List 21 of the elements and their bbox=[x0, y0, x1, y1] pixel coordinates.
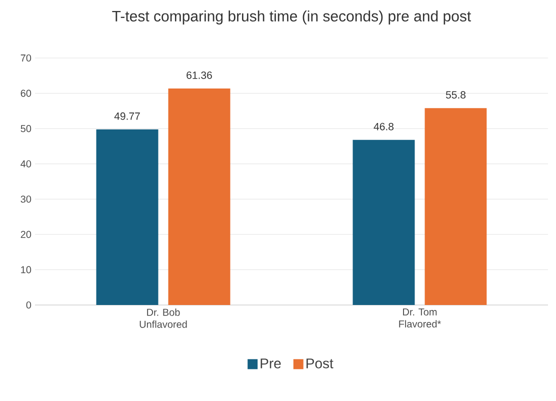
legend-label: Pre bbox=[260, 358, 281, 368]
bar bbox=[168, 88, 230, 305]
bar bbox=[96, 129, 158, 305]
bar bbox=[352, 140, 415, 305]
data-label: 61.36 bbox=[186, 72, 212, 79]
x-tick-label: Dr. Tom Flavored* bbox=[399, 308, 441, 328]
y-tick-label: 30 bbox=[20, 196, 32, 203]
y-tick-label: 20 bbox=[20, 230, 32, 238]
data-label: 49.77 bbox=[114, 112, 140, 120]
y-tick-label: 60 bbox=[20, 90, 32, 97]
y-tick-label: 50 bbox=[20, 125, 32, 132]
x-tick-label: Dr. Bob Unflavored bbox=[140, 308, 187, 328]
y-tick-label: 40 bbox=[20, 160, 32, 168]
y-tick-label: 70 bbox=[20, 54, 32, 62]
data-label: 46.8 bbox=[374, 122, 394, 130]
chart-title: T-test comparing brush time (in seconds) pre and post bbox=[112, 10, 472, 24]
legend-label: Post bbox=[306, 358, 334, 368]
data-label: 55.8 bbox=[446, 91, 466, 99]
y-tick-label: 10 bbox=[21, 266, 32, 274]
bar bbox=[424, 108, 487, 305]
y-tick-label: 0 bbox=[26, 301, 32, 309]
